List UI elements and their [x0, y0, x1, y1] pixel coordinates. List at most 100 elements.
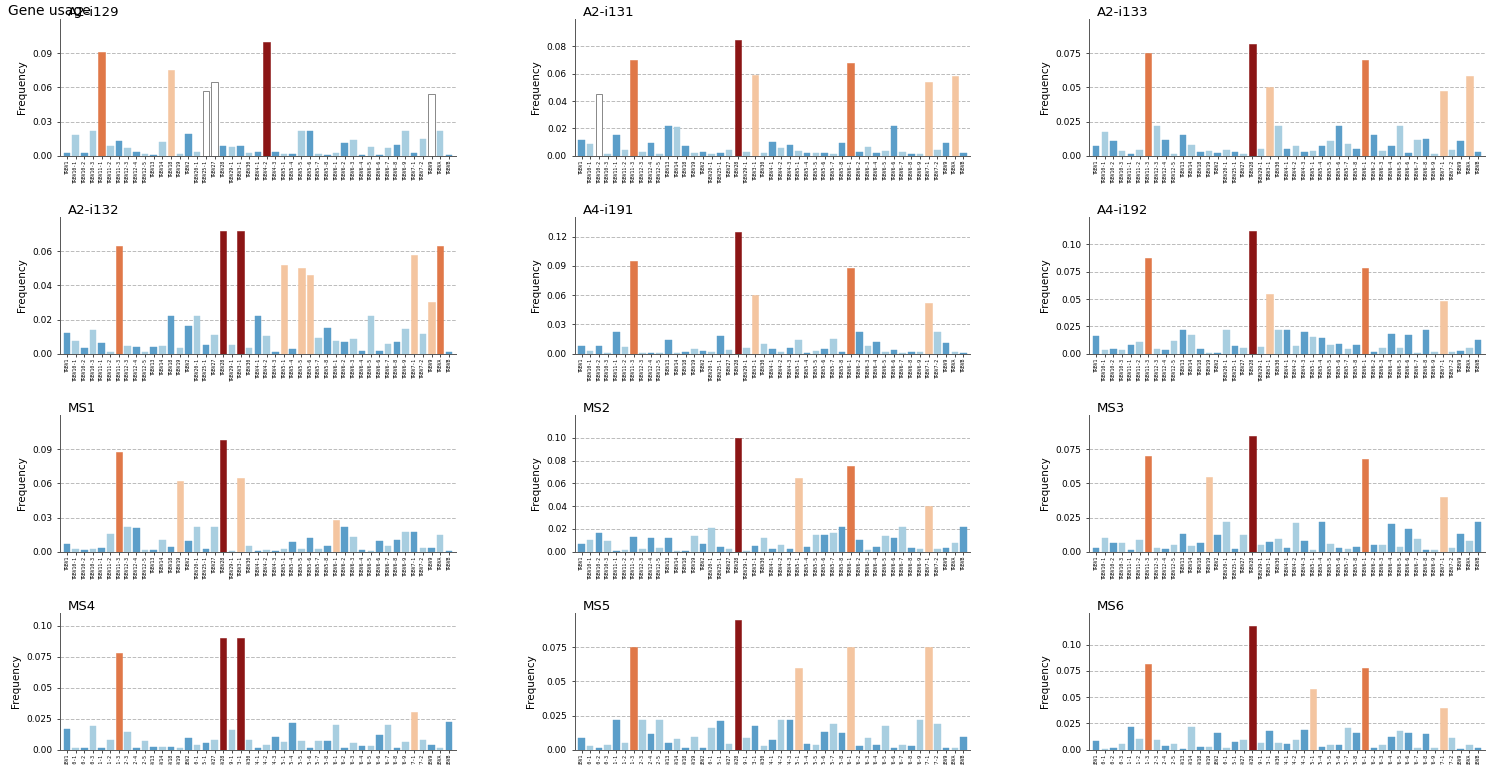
Bar [1094, 548, 1100, 552]
Bar [813, 745, 819, 750]
Bar [1422, 139, 1430, 156]
Bar [436, 748, 444, 750]
Bar [700, 152, 706, 156]
Bar [1240, 535, 1246, 552]
Bar [159, 142, 165, 156]
Bar [411, 152, 417, 156]
Bar [926, 303, 932, 353]
Bar [1396, 547, 1402, 552]
Bar [194, 316, 201, 353]
Bar [1318, 747, 1324, 750]
Bar [342, 748, 348, 750]
Bar [1344, 145, 1352, 156]
Bar [290, 542, 296, 552]
Bar [393, 145, 400, 156]
Bar [960, 737, 966, 750]
Bar [150, 155, 158, 156]
Bar [402, 532, 408, 552]
Bar [726, 350, 732, 353]
Bar [255, 316, 261, 353]
Bar [1240, 347, 1246, 353]
Bar [1197, 747, 1203, 750]
Bar [272, 151, 279, 156]
Bar [1293, 523, 1299, 552]
Bar [1328, 745, 1334, 750]
Bar [106, 146, 114, 156]
Bar [1119, 350, 1125, 353]
Bar [411, 532, 417, 552]
Bar [664, 539, 672, 552]
Bar [393, 540, 400, 552]
Bar [708, 352, 716, 353]
Bar [934, 150, 940, 156]
Bar [614, 551, 620, 552]
Bar [1266, 87, 1274, 156]
Bar [717, 336, 723, 353]
Text: Gene usage: Gene usage [8, 4, 90, 18]
Bar [168, 547, 174, 552]
Bar [358, 550, 366, 552]
Bar [315, 337, 322, 353]
Bar [1250, 231, 1256, 353]
Bar [63, 544, 70, 552]
Bar [386, 545, 392, 552]
Bar [717, 721, 723, 750]
Bar [839, 144, 844, 156]
Bar [1284, 149, 1290, 156]
Bar [1336, 549, 1342, 552]
Bar [1414, 140, 1420, 156]
Bar [1162, 140, 1168, 156]
Bar [202, 91, 208, 156]
Bar [1344, 349, 1352, 353]
Bar [864, 550, 871, 552]
Bar [1458, 534, 1464, 552]
Bar [596, 748, 602, 750]
Bar [272, 737, 279, 750]
Bar [579, 544, 585, 552]
Bar [290, 723, 296, 750]
Bar [1215, 153, 1221, 156]
Bar [134, 748, 140, 750]
Bar [1310, 337, 1317, 353]
Bar [1144, 258, 1152, 353]
Bar [1197, 543, 1203, 552]
Bar [402, 742, 408, 750]
Bar [1266, 731, 1274, 750]
Bar [882, 726, 888, 750]
Bar [116, 653, 123, 750]
Bar [839, 526, 844, 552]
Bar [1466, 76, 1473, 156]
Bar [411, 255, 417, 353]
Bar [90, 330, 96, 353]
Bar [786, 348, 794, 353]
Bar [847, 467, 853, 552]
Bar [220, 231, 226, 353]
Bar [786, 720, 794, 750]
Bar [960, 153, 966, 156]
Bar [752, 75, 759, 156]
Bar [1336, 344, 1342, 353]
Bar [596, 533, 602, 552]
Bar [1371, 352, 1377, 353]
Bar [926, 506, 932, 552]
Bar [944, 549, 950, 552]
Bar [908, 746, 915, 750]
Bar [159, 346, 165, 353]
Bar [1275, 539, 1281, 552]
Y-axis label: Frequency: Frequency [1040, 655, 1050, 708]
Bar [264, 336, 270, 353]
Bar [116, 141, 123, 156]
Bar [211, 82, 217, 156]
Bar [770, 741, 776, 750]
Bar [1197, 349, 1203, 353]
Y-axis label: Frequency: Frequency [1040, 259, 1050, 312]
Bar [194, 526, 201, 552]
Y-axis label: Frequency: Frequency [525, 655, 536, 708]
Bar [246, 741, 252, 750]
Bar [1380, 744, 1386, 750]
Bar [306, 275, 314, 353]
Bar [664, 340, 672, 353]
Bar [228, 551, 236, 552]
Bar [1094, 336, 1100, 353]
Bar [1110, 747, 1116, 750]
